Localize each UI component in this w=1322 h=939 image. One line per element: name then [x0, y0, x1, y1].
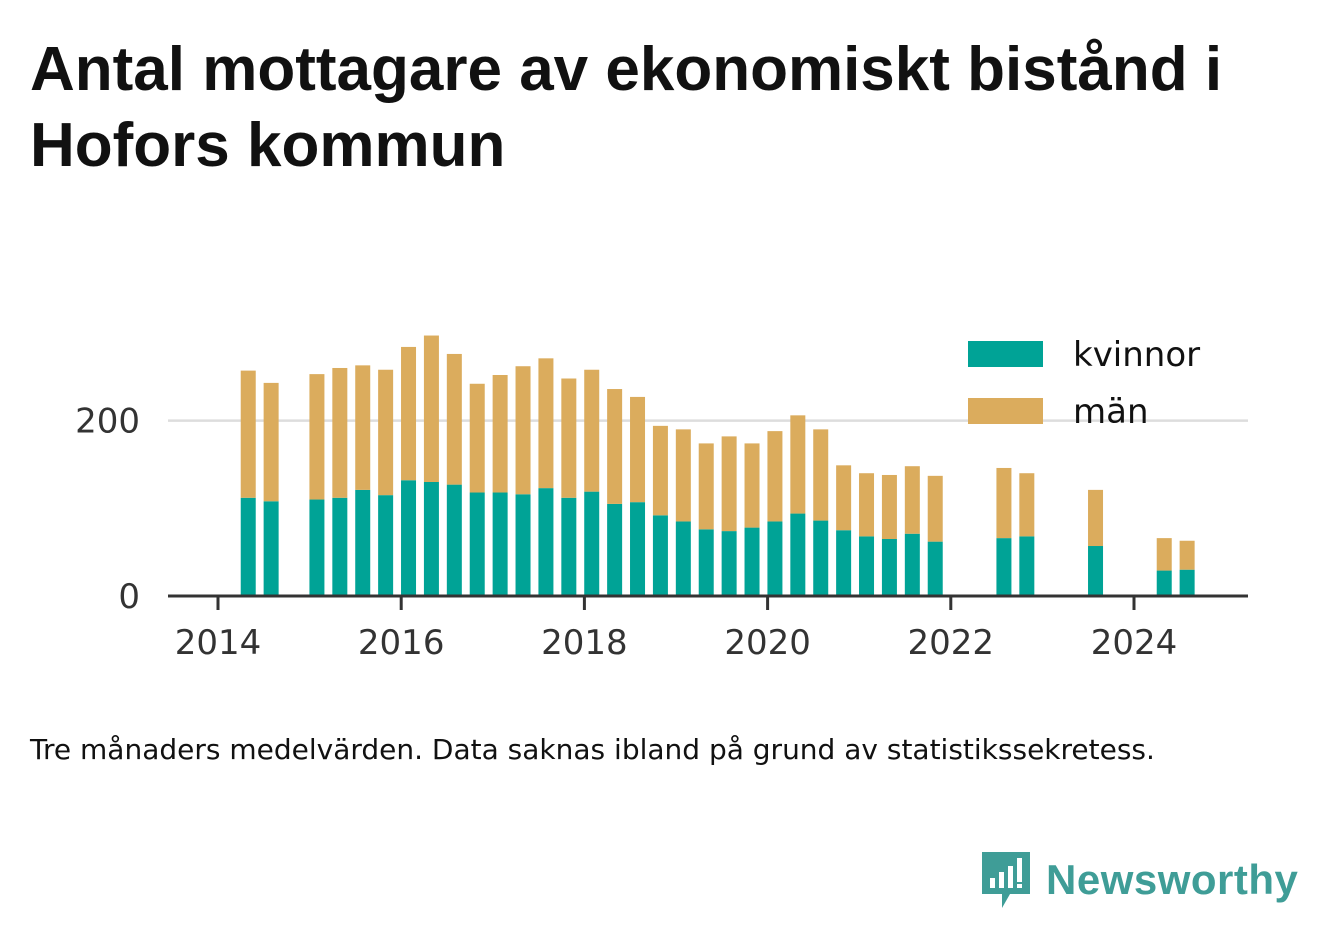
bar-man: [1156, 538, 1172, 571]
bar-man: [401, 346, 417, 481]
bar-man: [813, 429, 829, 521]
bar-man: [1088, 489, 1104, 547]
bar-man: [767, 431, 783, 522]
brand-logo: Newsworthy: [980, 848, 1298, 912]
bar-man: [996, 467, 1012, 539]
bar-kvinnor: [813, 520, 829, 596]
bar-man: [790, 415, 806, 514]
bar-kvinnor: [584, 491, 600, 596]
bar-man: [469, 383, 485, 493]
bar-kvinnor: [446, 484, 462, 596]
newsworthy-logo-icon: [982, 852, 1030, 908]
bar-man: [744, 443, 760, 528]
bar-man: [492, 374, 508, 493]
brand-name: Newsworthy: [1046, 856, 1299, 903]
bar-kvinnor: [309, 499, 325, 596]
bar-man: [630, 396, 646, 503]
axis-layer: 0 200 2014 2016 2018 2020 2022 2024: [75, 402, 1248, 663]
bar-man: [652, 425, 668, 516]
bar-kvinnor: [469, 492, 485, 596]
bar-kvinnor: [721, 531, 737, 596]
bar-man: [538, 358, 554, 489]
legend-label-man: män: [1073, 392, 1149, 432]
bar-kvinnor: [378, 495, 394, 596]
bar-man: [561, 378, 577, 498]
bar-kvinnor: [836, 530, 852, 596]
bar-kvinnor: [881, 538, 897, 596]
bar-kvinnor: [790, 513, 806, 596]
x-tick-label: 2020: [724, 623, 811, 663]
bar-kvinnor: [767, 521, 783, 596]
bar-kvinnor: [538, 488, 554, 596]
bar-man: [881, 474, 897, 539]
bar-man: [607, 389, 623, 504]
bar-man: [1019, 473, 1035, 537]
bar-man: [721, 436, 737, 532]
bar-kvinnor: [263, 501, 279, 596]
bar-kvinnor: [698, 529, 714, 596]
bar-man: [515, 366, 531, 495]
bar-man: [836, 465, 852, 531]
bar-kvinnor: [561, 497, 577, 596]
chart-title: Antal mottagare av ekonomiskt bistånd i …: [30, 35, 1223, 180]
x-tick-label: 2022: [908, 623, 995, 663]
bar-man: [698, 443, 714, 530]
bar-man: [240, 370, 256, 498]
bar-kvinnor: [630, 502, 646, 596]
chart-caption: Tre månaders medelvärden. Data saknas ib…: [30, 733, 1155, 766]
bar-kvinnor: [423, 481, 439, 596]
bar-kvinnor: [927, 541, 943, 596]
bar-kvinnor: [1088, 546, 1104, 596]
bar-kvinnor: [492, 492, 508, 596]
bar-man: [675, 429, 691, 522]
bar-kvinnor: [1019, 536, 1035, 596]
bar-kvinnor: [652, 515, 668, 596]
bar-kvinnor: [401, 480, 417, 596]
bar-man: [378, 369, 394, 496]
bar-man: [859, 473, 875, 537]
bar-man: [446, 353, 462, 485]
legend: kvinnor män: [968, 335, 1200, 432]
bar-kvinnor: [1179, 569, 1195, 596]
bar-man: [355, 365, 371, 490]
bar-man: [263, 382, 279, 502]
y-tick-label: 0: [118, 577, 140, 617]
bar-man: [309, 374, 325, 500]
bar-man: [904, 466, 920, 534]
bar-kvinnor: [332, 497, 348, 596]
bar-kvinnor: [355, 489, 371, 596]
bar-man: [584, 369, 600, 492]
bar-man: [927, 475, 943, 542]
bars-layer: [240, 335, 1195, 596]
x-tick-label: 2016: [358, 623, 445, 663]
bar-kvinnor: [515, 494, 531, 596]
bar-kvinnor: [904, 533, 920, 596]
bar-kvinnor: [240, 497, 256, 596]
x-tick-label: 2014: [175, 623, 262, 663]
x-tick-label: 2018: [541, 623, 628, 663]
bar-kvinnor: [744, 527, 760, 596]
bar-kvinnor: [996, 538, 1012, 596]
bar-man: [423, 335, 439, 482]
bar-kvinnor: [1156, 570, 1172, 596]
bar-man: [1179, 540, 1195, 570]
legend-label-kvinnor: kvinnor: [1073, 335, 1200, 375]
x-tick-label: 2024: [1091, 623, 1178, 663]
y-tick-label: 200: [75, 402, 140, 442]
legend-swatch-kvinnor: [968, 341, 1043, 367]
bar-kvinnor: [607, 503, 623, 596]
bar-kvinnor: [859, 536, 875, 596]
bar-kvinnor: [675, 521, 691, 596]
legend-swatch-man: [968, 398, 1043, 424]
bar-man: [332, 367, 348, 498]
